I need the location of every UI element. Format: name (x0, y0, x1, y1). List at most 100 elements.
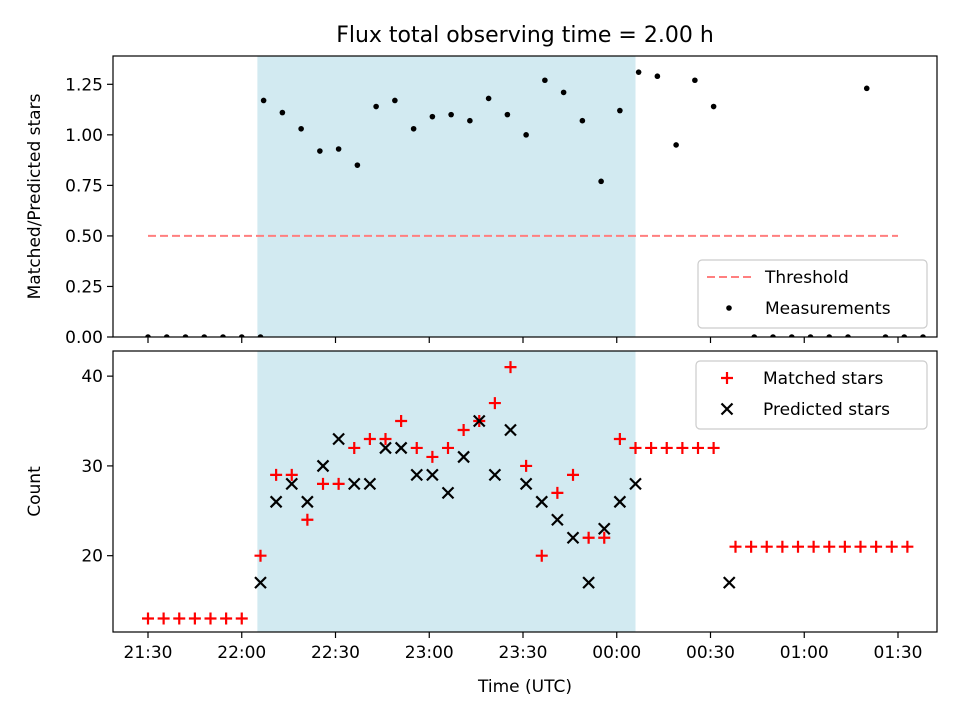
matched-star-point (220, 612, 233, 625)
matched-star-point (729, 540, 742, 553)
x-axis-label: Time (UTC) (477, 677, 572, 697)
matched-star-point (188, 612, 201, 625)
predicted-star-point (426, 468, 439, 482)
x-tick-label: 22:00 (217, 643, 266, 663)
measurement-point (373, 103, 379, 110)
matched-star-point (885, 540, 898, 553)
measurement-point (654, 73, 661, 80)
measurement-point (542, 77, 548, 84)
matched-star-point (332, 477, 345, 490)
legend-matched-swatch (721, 372, 733, 384)
predicted-star-point (410, 468, 424, 482)
matched-star-point (582, 531, 595, 544)
measurement-point (279, 109, 286, 116)
matched-star-point (442, 441, 454, 454)
measurement-point (163, 334, 170, 337)
bottom-panel: 20 30 40 21:30 22:00 22:30 23:00 23:30 00:00 00:3… (25, 350, 938, 697)
legend-measurement-swatch (726, 305, 732, 311)
x-tick-label: 00:00 (592, 643, 641, 663)
predicted-star-point (269, 495, 283, 509)
matched-star-point (598, 531, 611, 544)
matched-star-point (317, 477, 329, 490)
matched-star-point (807, 540, 820, 553)
y-axis-label: Count (25, 466, 45, 517)
measurement-point (920, 334, 926, 337)
measurement-point (201, 334, 208, 337)
measurement-point (673, 142, 679, 148)
predicted-star-point (457, 450, 470, 464)
measurement-point (238, 334, 245, 337)
matched-star-point (745, 540, 758, 553)
predicted-star-point (254, 576, 267, 589)
matched-star-point (792, 540, 804, 553)
measurement-point (429, 113, 436, 120)
matched-star-point (676, 441, 689, 454)
measurement-point (579, 117, 586, 124)
legend-label: Matched stars (763, 369, 883, 389)
plot-frame (112, 55, 938, 338)
measurement-point (182, 334, 189, 337)
predicted-star-point (363, 477, 377, 491)
predicted-star-point (347, 477, 361, 491)
predicted-star-point (722, 576, 736, 589)
predicted-star-point (332, 432, 345, 446)
predicted-star-point (285, 477, 299, 491)
matched-star-point (535, 549, 548, 562)
legend-predicted-swatch (720, 402, 734, 416)
y-tick-label: 0.25 (65, 277, 103, 297)
y-tick-label: 1.25 (65, 75, 103, 95)
measurement-point (788, 334, 795, 337)
y-tick-label: 40 (81, 367, 103, 387)
matched-star-point (488, 397, 501, 410)
predicted-star-point (441, 486, 455, 500)
matched-star-point (301, 513, 314, 526)
measurement-point (298, 125, 304, 132)
y-tick-label: 0.50 (65, 227, 103, 247)
matched-star-point (707, 441, 720, 454)
predicted-star-point (301, 495, 314, 509)
measurement-point (807, 334, 814, 337)
matched-star-point (173, 612, 186, 625)
measurement-point (770, 334, 776, 337)
legend-label: Predicted stars (763, 400, 890, 420)
measurement-point (863, 85, 870, 92)
matched-star-point (379, 432, 392, 445)
predicted-star-point (472, 414, 486, 428)
x-tick-label: 01:30 (874, 643, 923, 663)
measurement-point (845, 334, 851, 337)
measurement-point (257, 334, 264, 337)
measurement-point (145, 334, 151, 337)
matched-star-point (760, 540, 773, 553)
legend-box (697, 259, 928, 329)
x-tick-label: 22:30 (311, 643, 360, 663)
measurement-point (635, 69, 642, 75)
measurement-point (392, 97, 398, 104)
measurement-point (523, 132, 529, 138)
measurement-point (560, 89, 567, 96)
markers (145, 69, 945, 340)
matched-star-point (613, 432, 626, 445)
matched-star-point (157, 612, 170, 625)
legend-box (695, 360, 928, 430)
matched-star-point (629, 441, 642, 454)
y-tick-label: 0.00 (65, 328, 103, 348)
measurement-point (939, 334, 945, 340)
predicted-star-point (394, 441, 408, 455)
top-panel: 0.00 0.25 0.50 0.75 1.00 1.25 Matched/Predicte… (25, 55, 945, 348)
predicted-star-point (379, 441, 392, 455)
measurement-point (692, 77, 698, 84)
measurement-point (617, 107, 623, 114)
markers (142, 361, 914, 625)
observing-window-shade (257, 56, 636, 337)
predicted-star-point (629, 477, 642, 491)
matched-star-point (270, 468, 283, 481)
measurement-point (335, 146, 342, 152)
matched-star-point (395, 415, 408, 428)
measurement-point (220, 334, 226, 337)
measurement-point (882, 334, 889, 337)
matched-star-point (838, 540, 851, 553)
matched-star-point (363, 432, 376, 445)
matched-star-point (285, 468, 298, 481)
measurement-point (448, 111, 454, 118)
